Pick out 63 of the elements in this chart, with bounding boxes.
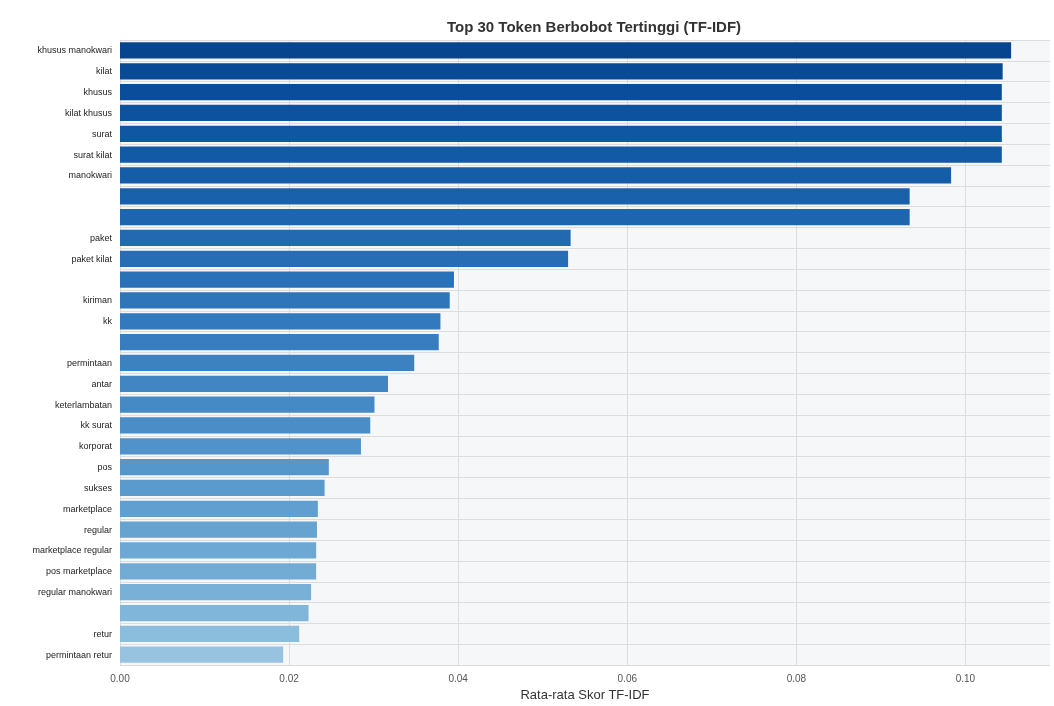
- chart-title: Top 30 Token Berbobot Tertinggi (TF-IDF): [446, 18, 742, 35]
- y-tick-label: pos marketplace: [45, 566, 112, 577]
- y-tick-label: keterlambatan: [54, 399, 112, 410]
- bar: [120, 354, 415, 372]
- x-tick-label: 0.02: [279, 672, 300, 684]
- bar: [120, 563, 317, 580]
- bar: [120, 438, 361, 455]
- bar: [120, 188, 910, 205]
- x-tick-label: 0.06: [617, 672, 638, 684]
- bar: [120, 417, 371, 434]
- bar: [120, 146, 1002, 163]
- bar: [120, 604, 309, 622]
- y-tick-label: marketplace regular: [32, 545, 112, 556]
- y-tick-label: surat kilat: [73, 149, 113, 160]
- y-tick-label: kilat khusus: [64, 107, 113, 118]
- bar: [120, 125, 1002, 142]
- bar: [120, 646, 284, 663]
- bar: [120, 292, 450, 309]
- bar: [120, 83, 1002, 101]
- bar: [120, 375, 389, 392]
- y-tick-label: pos: [97, 462, 113, 473]
- x-tick-label: 0.08: [786, 672, 807, 684]
- bar: [120, 167, 952, 184]
- bar: [120, 42, 1012, 59]
- bar: [120, 542, 317, 559]
- bar: [120, 250, 569, 267]
- bar: [120, 521, 317, 538]
- y-tick-label: manokwari: [68, 170, 112, 181]
- bar: [120, 229, 571, 247]
- y-tick-label: permintaan retur: [45, 649, 112, 660]
- y-tick-label: kilat: [95, 66, 113, 77]
- y-tick-label: regular: [83, 524, 112, 535]
- x-tick-label: 0.04: [448, 672, 469, 684]
- y-tick-label: sukses: [83, 482, 113, 493]
- x-tick-label: 0.10: [955, 672, 976, 684]
- bar: [120, 584, 312, 601]
- bar: [120, 396, 375, 413]
- y-tick-label: khusus manokwari: [37, 45, 112, 56]
- y-tick-label: permintaan: [66, 357, 112, 368]
- bar: [120, 479, 325, 497]
- bar: [120, 625, 300, 642]
- bar: [120, 208, 910, 226]
- y-tick-label: retur: [93, 628, 112, 639]
- bar: [120, 500, 318, 517]
- y-tick-label: kk surat: [80, 420, 113, 431]
- y-tick-label: kk: [103, 316, 113, 327]
- y-tick-label: regular manokwari: [37, 587, 112, 598]
- y-tick-label: antar: [91, 378, 112, 389]
- y-tick-label: korporat: [78, 441, 113, 452]
- bar: [120, 334, 439, 351]
- y-tick-label: surat: [91, 128, 113, 139]
- x-axis-title: Rata-rata Skor TF-IDF: [520, 687, 650, 702]
- bar: [120, 104, 1002, 122]
- y-tick-label: marketplace: [62, 503, 112, 514]
- bar: [120, 271, 454, 288]
- y-tick-label: khusus: [83, 87, 113, 98]
- y-tick-label: paket kilat: [71, 253, 113, 264]
- bar: [120, 459, 329, 476]
- bar: [120, 63, 1003, 80]
- bar: [120, 313, 441, 330]
- y-tick-label: paket: [89, 232, 113, 243]
- y-tick-label: kiriman: [82, 295, 112, 306]
- x-tick-label: 0.00: [110, 672, 131, 684]
